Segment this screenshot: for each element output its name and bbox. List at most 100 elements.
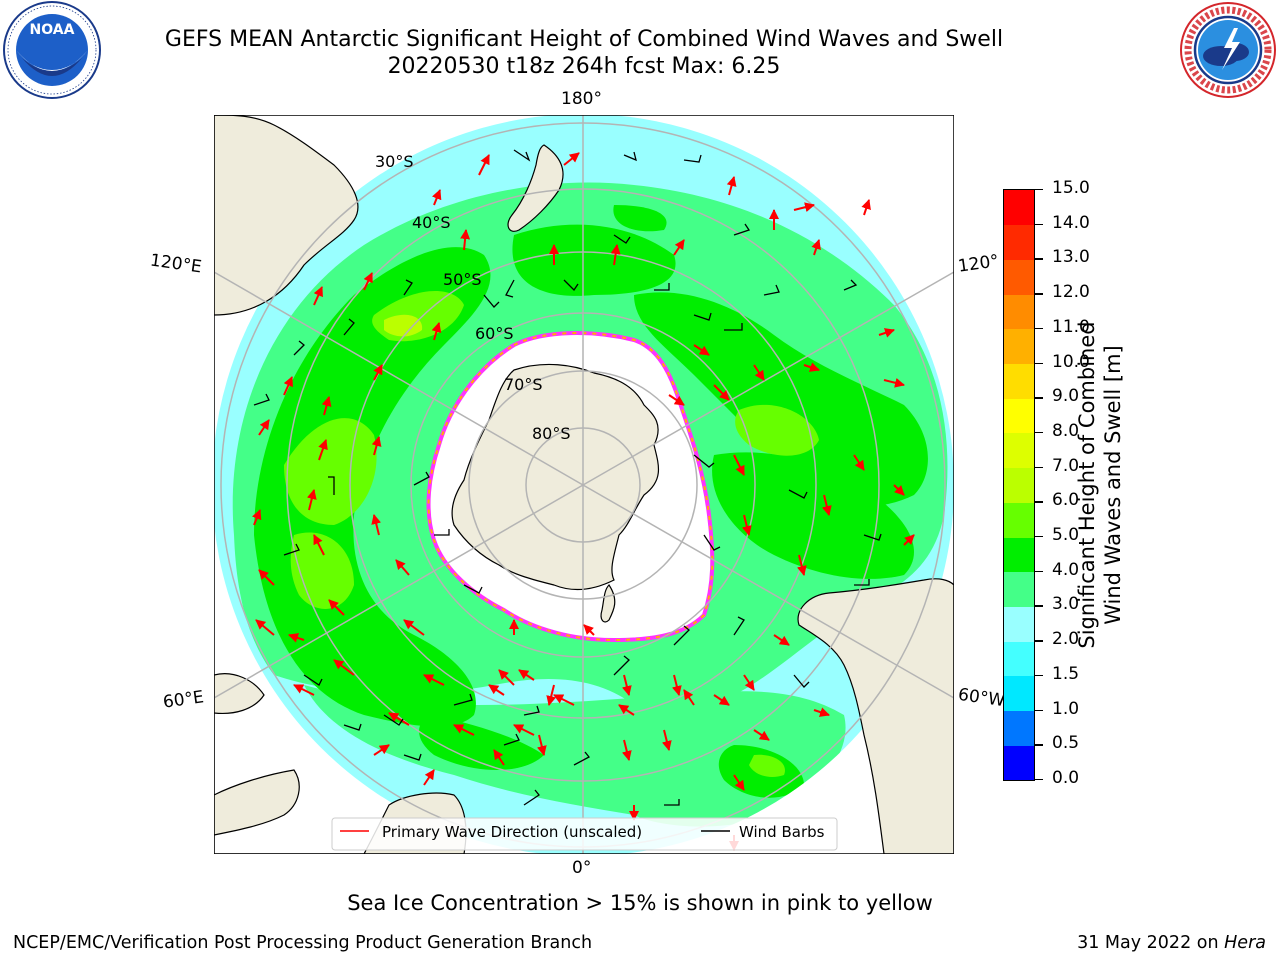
colorbar-tick-mark — [1035, 293, 1043, 295]
wave-arrow — [395, 559, 410, 576]
wave-arrow — [536, 734, 547, 756]
wind-barb — [733, 616, 745, 636]
wind-barb — [724, 323, 743, 331]
wave-arrow — [813, 707, 830, 717]
wind-barb — [483, 294, 500, 308]
colorbar-segment — [1004, 675, 1034, 712]
wave-arrow — [803, 362, 820, 372]
colorbar-tick-mark — [1035, 605, 1043, 607]
wave-arrow — [821, 494, 832, 516]
wave-arrow — [313, 286, 323, 306]
colorbar-tick-label: 14.0 — [1052, 212, 1090, 233]
colorbar-segment — [1004, 710, 1034, 746]
wave-arrow — [252, 509, 262, 526]
wave-arrow — [423, 674, 445, 686]
wind-barb — [505, 279, 515, 298]
wind-barbs — [253, 149, 882, 806]
colorbar-tick-label: 6.0 — [1052, 490, 1080, 511]
wave-arrow — [513, 724, 535, 736]
wind-barb — [763, 284, 780, 296]
colorbar-tick-label: 2.0 — [1052, 629, 1080, 650]
wave-arrow — [258, 419, 270, 436]
colorbar-segment — [1004, 328, 1034, 365]
wave-arrow — [255, 619, 275, 636]
wind-barb — [343, 318, 355, 336]
wave-arrow — [661, 729, 672, 751]
wind-barb — [383, 714, 404, 726]
wave-arrow — [478, 154, 490, 176]
colorbar-tick-label: 1.0 — [1052, 698, 1080, 719]
colorbar-title-line1: Significant Height of Combined — [1075, 321, 1099, 649]
colorbar-segment — [1004, 363, 1034, 399]
wave-arrow — [313, 534, 325, 556]
wind-barb — [293, 340, 305, 356]
wind-barb — [673, 625, 690, 646]
wave-arrow — [460, 229, 471, 251]
colorbar-tick-mark — [1035, 397, 1043, 399]
lon-label-left-upper: 120°E — [148, 250, 203, 278]
wave-arrow — [432, 189, 442, 206]
wind-barb — [403, 753, 422, 761]
wave-arrow — [403, 619, 425, 636]
colorbar-segment — [1004, 432, 1034, 469]
colorbar-tick-mark — [1035, 570, 1043, 573]
wind-barb — [343, 723, 362, 731]
nws-logo-icon — [1180, 2, 1276, 98]
wind-barb — [413, 471, 430, 486]
wave-arrow — [903, 534, 915, 546]
wave-arrow — [618, 704, 635, 716]
wave-arrow — [493, 749, 505, 766]
noaa-logo-text: NOAA — [30, 22, 75, 38]
antarctica-land — [451, 363, 659, 591]
wind-barb — [613, 234, 631, 244]
legend-barb-label: Wind Barbs — [739, 823, 825, 841]
colorbar-tick-mark — [1035, 431, 1043, 434]
polar-map: Primary Wave Direction (unscaled) Wind B… — [214, 115, 954, 854]
colorbar-tick-label: 11.0 — [1052, 316, 1090, 337]
wind-barb — [523, 789, 540, 806]
wave-arrow — [518, 669, 535, 681]
colorbar-tick-mark — [1035, 640, 1043, 642]
wave-arrow — [610, 244, 621, 266]
page-title: GEFS MEAN Antarctic Significant Height o… — [164, 27, 1004, 52]
wave-arrow — [853, 454, 865, 471]
colorbar-tick-mark — [1035, 258, 1043, 260]
wave-arrow — [258, 569, 275, 586]
south-america-land — [797, 578, 954, 854]
wave-arrow — [333, 659, 355, 676]
lat-label-70: 70°S — [504, 375, 543, 394]
wind-barb — [563, 279, 579, 292]
map-legend: Primary Wave Direction (unscaled) Wind B… — [331, 817, 838, 851]
wind-barb — [693, 312, 712, 321]
wind-barb — [654, 283, 670, 291]
wave-arrow — [893, 484, 905, 496]
footer-date: 31 May 2022 on Hera — [1077, 933, 1266, 953]
wind-barb — [693, 454, 715, 468]
wave-arrow — [423, 769, 435, 786]
lon-label-bottom: 0° — [572, 858, 592, 878]
lat-label-40: 40°S — [412, 213, 451, 232]
new-zealand-land — [507, 144, 564, 232]
wave-arrow — [753, 364, 765, 381]
colorbar-tick-label: 10.0 — [1052, 351, 1090, 372]
colorbar-tick-label: 0.0 — [1052, 768, 1080, 788]
wave-arrow — [293, 684, 315, 696]
wave-arrow — [713, 694, 730, 706]
colorbar-tick-mark — [1035, 466, 1043, 469]
colorbar-segment — [1004, 190, 1034, 226]
colorbar-tick-label: 0.5 — [1052, 733, 1080, 754]
footer-host: Hera — [1224, 933, 1266, 953]
wind-barb — [328, 476, 335, 495]
wave-arrow — [743, 674, 755, 691]
wave-arrow — [753, 729, 770, 741]
wave-arrow — [683, 689, 695, 706]
wind-barb — [403, 279, 413, 296]
wind-barb — [793, 674, 810, 688]
wave-arrow — [363, 272, 373, 291]
wave-arrow — [373, 744, 390, 756]
wave-arrow — [453, 724, 475, 736]
colorbar-tick-mark — [1035, 779, 1043, 781]
wave-arrow — [726, 176, 737, 196]
colorbar-segment — [1004, 224, 1034, 260]
wind-barb — [434, 529, 450, 536]
